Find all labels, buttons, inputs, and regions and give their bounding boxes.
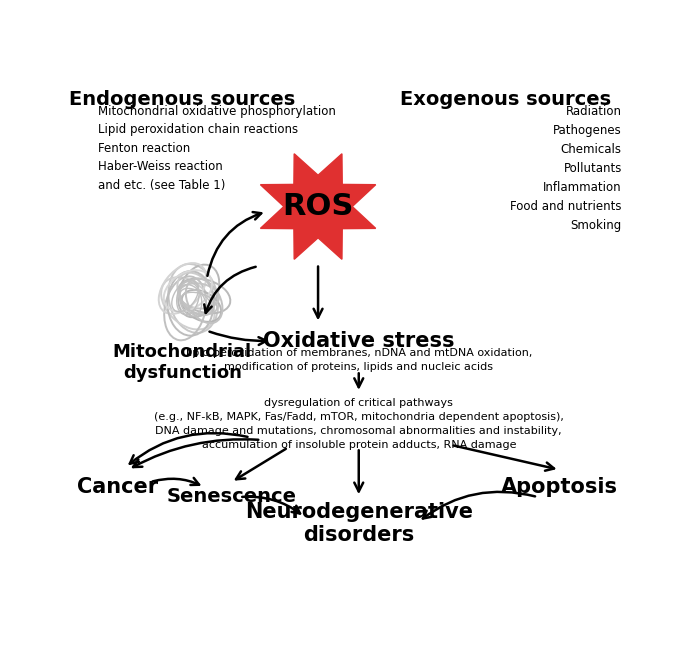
Text: ROS: ROS xyxy=(282,192,354,221)
Text: lipid peroxidation of membranes, nDNA and mtDNA oxidation,
modification of prote: lipid peroxidation of membranes, nDNA an… xyxy=(186,348,532,372)
Text: Endogenous sources: Endogenous sources xyxy=(69,90,295,109)
Text: Mitochondrial
dysfunction: Mitochondrial dysfunction xyxy=(113,343,252,382)
Polygon shape xyxy=(260,154,376,259)
Text: Mitochondrial oxidative phosphorylation
Lipid peroxidation chain reactions
Fento: Mitochondrial oxidative phosphorylation … xyxy=(98,104,336,192)
Text: Exogenous sources: Exogenous sources xyxy=(400,90,611,109)
Text: dysregulation of critical pathways
(e.g., NF-kB, MAPK, Fas/Fadd, mTOR, mitochond: dysregulation of critical pathways (e.g.… xyxy=(154,398,564,450)
Text: Oxidative stress: Oxidative stress xyxy=(263,331,454,351)
Text: Neurodegenerative
disorders: Neurodegenerative disorders xyxy=(245,502,472,545)
Text: Senescence: Senescence xyxy=(167,487,296,506)
Text: Cancer: Cancer xyxy=(77,477,158,497)
Text: Apoptosis: Apoptosis xyxy=(501,477,618,497)
Text: Radiation
Pathogenes
Chemicals
Pollutants
Inflammation
Food and nutrients
Smokin: Radiation Pathogenes Chemicals Pollutant… xyxy=(510,104,622,232)
